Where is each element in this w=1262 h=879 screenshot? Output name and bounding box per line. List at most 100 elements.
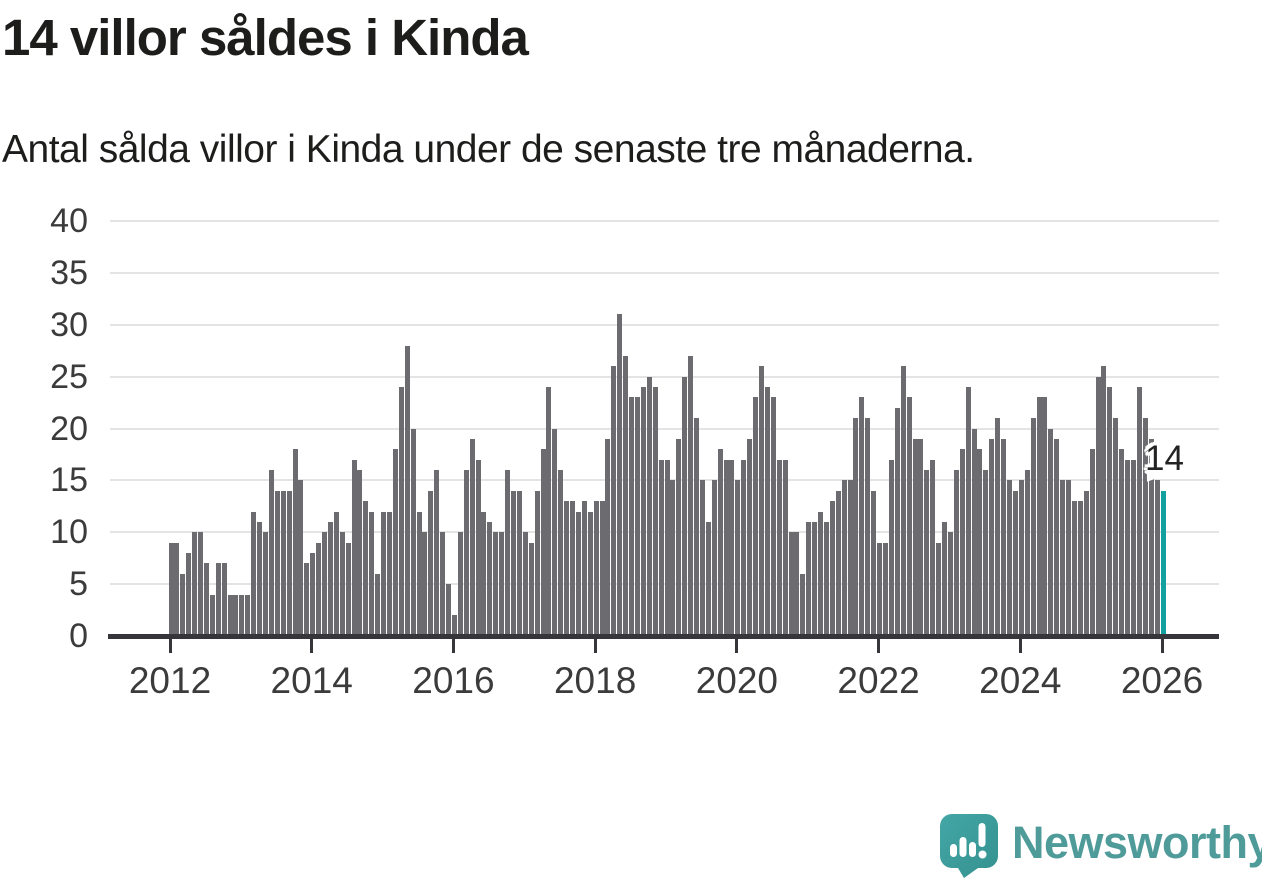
- bar: [428, 490, 434, 636]
- bar: [1071, 501, 1077, 636]
- bar: [770, 397, 776, 636]
- bar: [764, 387, 770, 636]
- bar: [1018, 480, 1024, 636]
- bar: [286, 490, 292, 636]
- bar: [1095, 376, 1101, 636]
- bar: [357, 470, 363, 636]
- x-axis-label: 2012: [128, 660, 212, 701]
- bar: [386, 511, 392, 636]
- bar: [646, 376, 652, 636]
- bar: [823, 521, 829, 636]
- bar: [1154, 480, 1160, 636]
- bar: [345, 542, 351, 636]
- bar: [215, 563, 221, 636]
- bar: [794, 532, 800, 636]
- bar: [758, 366, 764, 636]
- bar: [1142, 418, 1148, 636]
- bar: [227, 594, 233, 636]
- bar: [1148, 438, 1154, 636]
- bar: [995, 418, 1001, 636]
- y-axis-label: 20: [50, 409, 88, 448]
- bar: [1119, 449, 1125, 636]
- bar: [1107, 387, 1113, 636]
- bar: [564, 501, 570, 636]
- bar: [404, 345, 410, 636]
- gridline-y-35: [110, 271, 1219, 274]
- bar: [812, 521, 818, 636]
- bar: [705, 521, 711, 636]
- bar: [788, 532, 794, 636]
- bar: [440, 532, 446, 636]
- bar: [475, 459, 481, 636]
- gridline-y-20: [110, 427, 1219, 430]
- bar: [658, 459, 664, 636]
- bar: [363, 501, 369, 636]
- bar: [593, 501, 599, 636]
- x-axis-tick: [451, 639, 455, 653]
- bar: [203, 563, 209, 636]
- bar: [493, 532, 499, 636]
- bar: [274, 490, 280, 636]
- x-axis-tick: [1018, 639, 1022, 653]
- bar: [930, 459, 936, 636]
- x-axis-label: 2018: [553, 660, 637, 701]
- bar: [723, 459, 729, 636]
- bar: [841, 480, 847, 636]
- bar: [753, 397, 759, 636]
- bar: [912, 438, 918, 636]
- bar: [776, 459, 782, 636]
- bar: [463, 470, 469, 636]
- bar: [599, 501, 605, 636]
- bar: [806, 521, 812, 636]
- bar: [682, 376, 688, 636]
- bar: [664, 459, 670, 636]
- bar: [375, 573, 381, 636]
- y-axis-label: 30: [50, 305, 88, 344]
- bar: [1083, 490, 1089, 636]
- bar: [369, 511, 375, 636]
- bar: [581, 501, 587, 636]
- bar: [611, 366, 617, 636]
- bar: [251, 511, 257, 636]
- bar: [729, 459, 735, 636]
- bar: [1077, 501, 1083, 636]
- bar: [871, 490, 877, 636]
- bar: [942, 521, 948, 636]
- bar: [534, 490, 540, 636]
- bar: [906, 397, 912, 636]
- bar: [192, 532, 198, 636]
- bar: [481, 511, 487, 636]
- bar: [629, 397, 635, 636]
- bar: [877, 542, 883, 636]
- bar: [268, 470, 274, 636]
- bar: [853, 418, 859, 636]
- bar: [546, 387, 552, 636]
- bar: [446, 584, 452, 636]
- x-axis-label: 2024: [979, 660, 1062, 701]
- bar: [310, 553, 316, 636]
- bar: [699, 480, 705, 636]
- bar: [469, 438, 475, 636]
- x-axis-line: [108, 634, 1219, 639]
- bar: [1101, 366, 1107, 636]
- bar: [351, 459, 357, 636]
- bar: [829, 501, 835, 636]
- bar: [1012, 490, 1018, 636]
- x-axis-label: 2016: [412, 660, 495, 701]
- bar: [847, 480, 853, 636]
- bar: [971, 428, 977, 636]
- bar: [605, 438, 611, 636]
- bar-highlight: [1160, 490, 1166, 636]
- bar: [670, 480, 676, 636]
- newsworthy-logo[interactable]: Newsworthy: [938, 812, 1262, 878]
- x-axis-tick: [310, 639, 314, 653]
- bar: [1066, 480, 1072, 636]
- bar: [552, 428, 558, 636]
- bar: [640, 387, 646, 636]
- bar: [1060, 480, 1066, 636]
- bar: [1024, 470, 1030, 636]
- bar: [782, 459, 788, 636]
- bar: [522, 532, 528, 636]
- bar: [298, 480, 304, 636]
- bar: [1136, 387, 1142, 636]
